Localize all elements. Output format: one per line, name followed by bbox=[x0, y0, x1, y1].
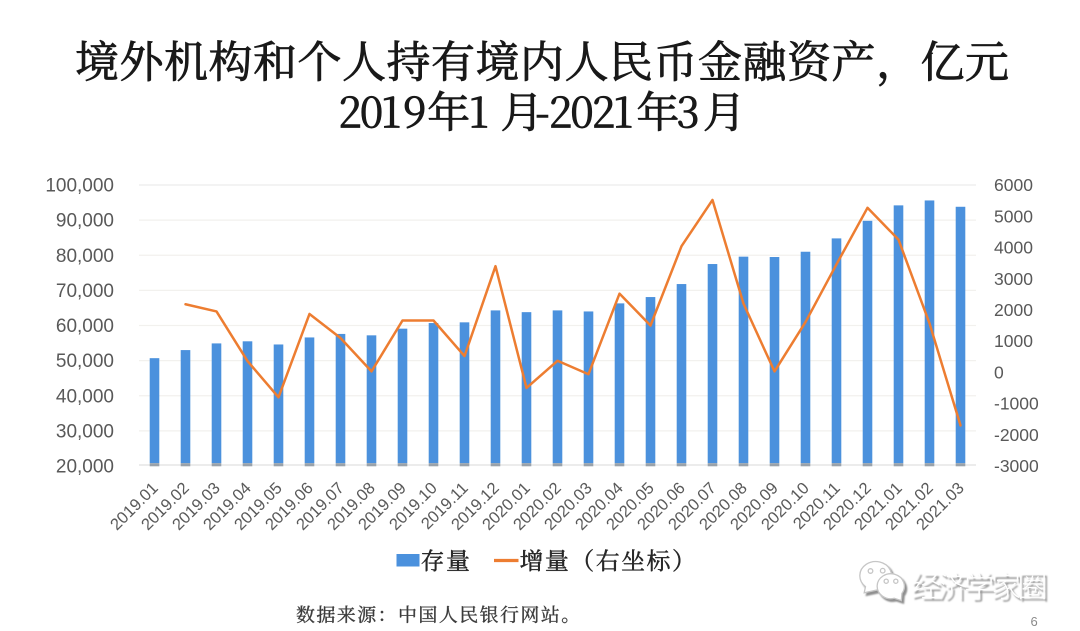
svg-text:70,000: 70,000 bbox=[56, 281, 114, 302]
svg-text:4000: 4000 bbox=[994, 238, 1033, 258]
svg-text:3000: 3000 bbox=[994, 269, 1033, 289]
svg-text:30,000: 30,000 bbox=[56, 421, 114, 442]
svg-text:6: 6 bbox=[1031, 614, 1038, 629]
svg-text:80,000: 80,000 bbox=[56, 246, 114, 267]
svg-text:20,000: 20,000 bbox=[56, 457, 114, 478]
svg-text:100,000: 100,000 bbox=[45, 176, 114, 197]
svg-text:6000: 6000 bbox=[994, 175, 1033, 195]
svg-text:-2000: -2000 bbox=[994, 425, 1039, 445]
svg-text:40,000: 40,000 bbox=[56, 386, 114, 407]
svg-text:50,000: 50,000 bbox=[56, 351, 114, 372]
svg-text:-3000: -3000 bbox=[994, 456, 1039, 476]
svg-text:5000: 5000 bbox=[994, 206, 1033, 226]
svg-text:90,000: 90,000 bbox=[56, 211, 114, 232]
svg-text:-1000: -1000 bbox=[994, 394, 1039, 414]
svg-text:0: 0 bbox=[994, 362, 1004, 382]
svg-text:1000: 1000 bbox=[994, 331, 1033, 351]
svg-text:60,000: 60,000 bbox=[56, 316, 114, 337]
svg-text:2000: 2000 bbox=[994, 300, 1033, 320]
